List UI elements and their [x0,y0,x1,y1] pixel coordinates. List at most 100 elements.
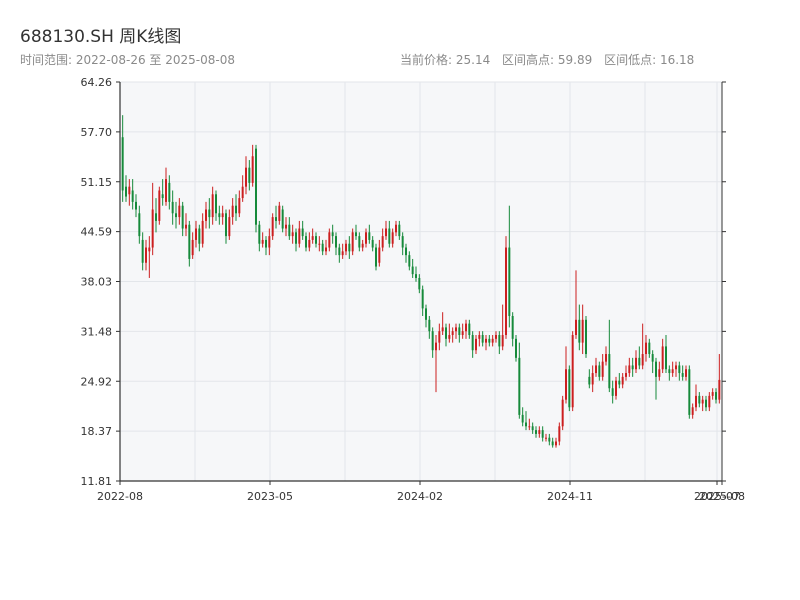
candle-body [388,228,391,244]
candle-body [578,319,581,343]
y-tick-label: 11.81 [81,475,113,488]
candle-body [575,319,577,336]
candle-body [321,243,324,252]
x-tick-label: 2025-07 [694,490,740,503]
candle-body [308,239,311,248]
candle-body [188,224,191,259]
x-tick-label: 2024-11 [547,490,593,503]
candle-body [495,335,497,339]
y-axis-ticks: 64.26 57.70 51.15 44.59 38.03 31.48 24.92 18.37… [81,76,726,488]
candle-body [331,232,334,237]
candle-body [671,369,674,374]
candle-body [355,232,357,237]
candle-body [201,220,204,244]
candle-body [135,201,137,210]
candle-body [705,399,707,408]
candle-body [275,217,277,221]
candle-body [255,148,257,225]
y-tick-label: 31.48 [81,325,113,338]
y-tick-label: 18.37 [81,425,113,438]
candle-body [485,338,487,343]
candle-body [215,194,217,214]
candle-body [128,186,131,195]
range-low-label: 区间低点: 16.18 [604,53,695,67]
y-tick-label: 38.03 [81,276,113,289]
candle-body [521,414,524,423]
range-high-label: 区间高点: 59.89 [502,53,593,67]
candle-body [325,247,327,252]
candle-body [658,369,661,377]
candle-body [165,179,167,202]
candle-body [635,357,637,370]
candle-body [248,167,251,183]
y-tick-label: 51.15 [81,176,113,189]
candle-body [405,247,407,256]
candle-body [618,380,621,385]
candle-body [191,239,194,256]
candle-body [408,255,411,267]
candle-body [561,399,564,427]
candle-body [535,430,537,434]
candle-body [338,247,341,256]
candle-body [335,236,337,248]
candle-body [515,338,517,358]
candle-body [505,247,507,336]
candle-body [328,232,331,248]
candle-body [208,209,211,218]
candle-body [298,228,301,244]
candle-body [655,361,657,377]
candle-body [258,224,261,244]
candle-body [148,247,151,252]
candle-body [518,357,521,415]
candle-body [305,236,307,248]
candle-body [428,319,431,332]
candle-body [601,361,604,377]
candle-body [648,342,651,355]
candle-body [508,247,511,316]
candle-body [488,338,491,343]
candle-body [265,239,267,248]
candle-body [568,369,571,408]
candle-body [271,217,274,237]
candle-body [231,205,234,218]
candle-body [571,335,574,408]
candles-group [121,115,721,448]
y-tick-label: 44.59 [81,226,113,239]
candle-body [511,315,514,339]
candle-body [145,247,147,263]
candle-body [251,156,254,183]
candle-body [545,437,547,439]
candle-body [625,373,627,377]
candle-body [131,190,134,202]
candle-body [268,236,271,248]
candle-body [421,289,424,309]
candle-body [501,335,504,347]
candle-body [371,239,374,248]
candle-body [151,209,154,248]
candle-body [291,232,294,237]
candle-body [581,319,584,343]
candle-body [348,243,351,252]
candle-body [491,338,494,343]
candle-body [138,213,141,237]
candle-body [591,373,594,385]
candle-body [498,335,501,347]
x-tick-label: 2024-02 [397,490,443,503]
x-tick-label: 2025-08 [699,490,745,503]
candle-body [225,213,227,237]
candle-body [418,277,421,290]
candle-body [121,137,124,191]
candle-body [475,338,477,351]
candle-body [595,365,597,374]
candle-body [688,369,691,415]
candle-body [238,198,241,214]
candle-body [178,205,181,218]
candle-body [548,437,551,442]
candle-body [558,426,561,442]
candle-body [361,243,364,248]
candle-body [478,335,481,339]
x-tick-label: 2023-05 [247,490,293,503]
candle-body [395,224,397,233]
candle-body [221,213,224,218]
